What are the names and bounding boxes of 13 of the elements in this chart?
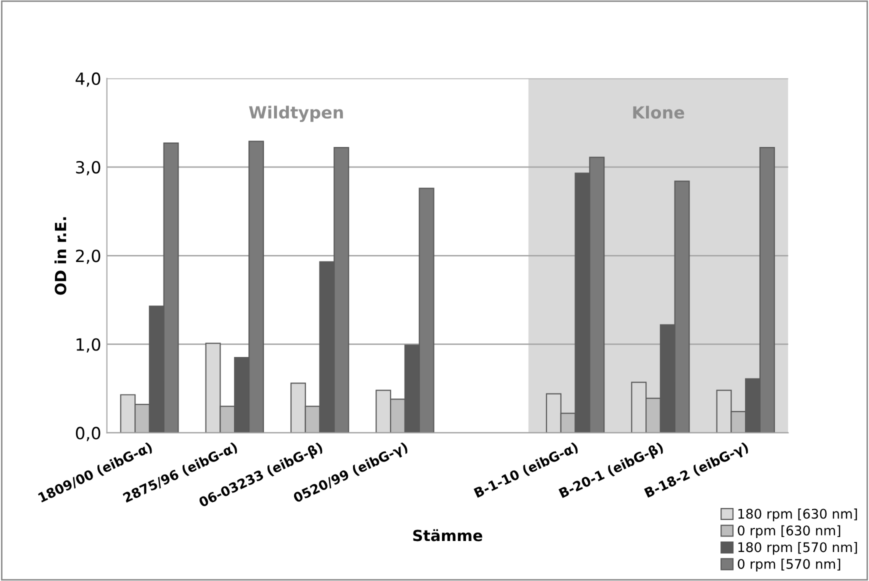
legend-label: 180 rpm [630 nm] [738, 508, 857, 522]
legend-label: 0 rpm [630 nm] [738, 525, 840, 538]
annotation: Wildtypen [249, 106, 343, 122]
y-tick-label: 2,0 [76, 250, 100, 264]
y-tick-label: 4,0 [76, 72, 100, 87]
y-tick-label: 0,0 [76, 426, 100, 442]
y-tick-label: 1,0 [76, 338, 100, 353]
annotation: Klone [633, 106, 684, 119]
x-axis-title: Stämme [413, 529, 482, 542]
legend-label: 0 rpm [570 nm] [738, 558, 840, 572]
legend-label: 180 rpm [570 nm] [738, 542, 857, 555]
y-axis-title: OD in r.E. [54, 217, 66, 295]
y-tick-label: 3,0 [76, 161, 100, 176]
